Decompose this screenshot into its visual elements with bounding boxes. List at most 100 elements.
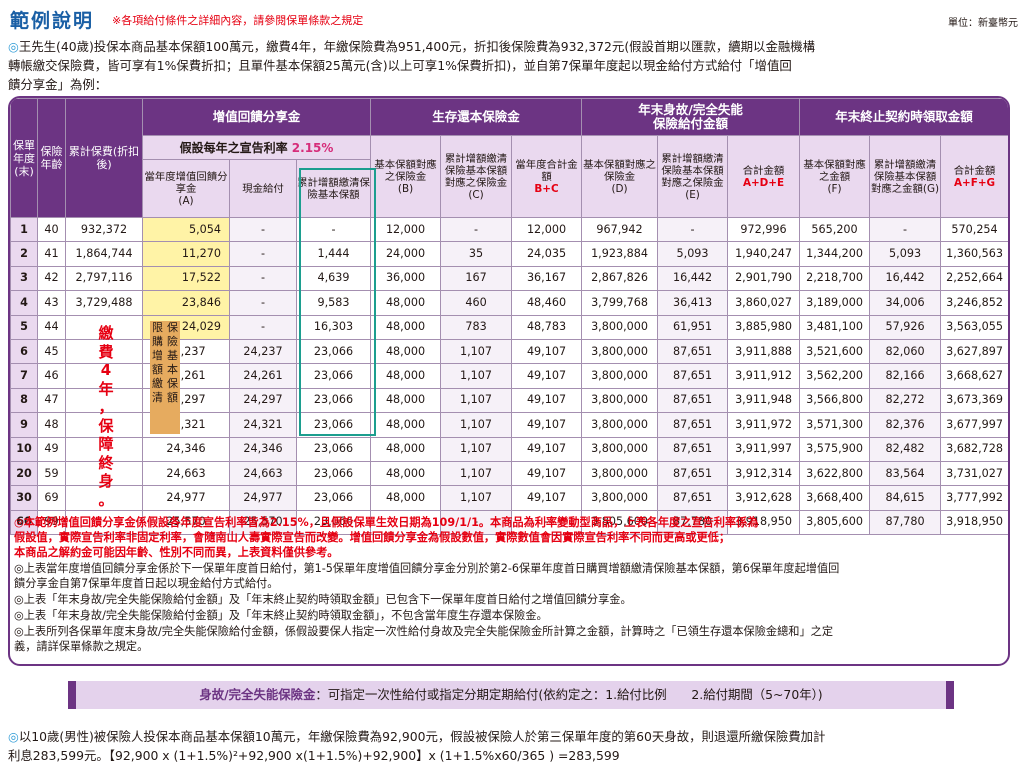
col-header-death-e: 累計增額繳清保險基本保額對應之保險金(E) <box>657 135 729 218</box>
cell-premium <box>65 460 143 487</box>
cell-year: 1 <box>10 216 38 243</box>
cell-ade: 3,911,972 <box>727 412 801 438</box>
cell-age: 59 <box>37 460 66 487</box>
note-1: ◎上表當年度增值回饋分享金係於下一保單年度首日給付，第1-5保單年度增值回饋分享… <box>14 562 840 590</box>
cell-b: 48,000 <box>370 387 442 414</box>
cell-a: 24,346 <box>142 436 230 462</box>
cell-bc: 48,460 <box>511 290 583 316</box>
limited-purchase-tag: 限購增額繳清 保險基本保額 <box>150 321 180 434</box>
table-row: 5 44 24,029-16,303 48,000 783 48,783 3,800,000… <box>10 314 1008 340</box>
cell-d: 3,800,000 <box>581 412 659 438</box>
cell-e: 87,651 <box>657 338 729 365</box>
cell-bc: 49,107 <box>511 460 583 487</box>
cell-c: 1,107 <box>440 436 513 462</box>
cell-accum: 23,066 <box>295 436 372 462</box>
cell-bc: 49,107 <box>511 436 583 462</box>
cell-year: 30 <box>10 485 38 511</box>
cell-d: 3,799,768 <box>581 290 659 316</box>
cell-year: 10 <box>10 436 38 462</box>
cell-f: 3,668,400 <box>799 485 871 511</box>
cell-d: 1,923,884 <box>581 241 659 267</box>
cell-year: 9 <box>10 412 38 438</box>
cell-age: 99 <box>37 509 66 536</box>
cell-ade: 3,911,948 <box>727 387 801 414</box>
group-header-death: 年末身故/完全失能 保險給付金額 <box>581 98 801 136</box>
cell-e: 87,651 <box>657 363 729 389</box>
cell-c: 1,107 <box>440 363 513 389</box>
cell-d: 2,867,826 <box>581 265 659 292</box>
payment-term-note: 繳費 4 年，保障終身。 <box>98 324 114 509</box>
cell-c: 1,107 <box>440 485 513 511</box>
cell-g: 34,006 <box>869 290 942 316</box>
col-header-surv-b: 基本保額對應之保險金 (B) <box>370 135 442 218</box>
table-row: 3 42 2,797,116 17,522-4,639 36,000 167 36,167 2… <box>10 265 1008 292</box>
cell-b: 48,000 <box>370 338 442 365</box>
col-header-premium: 累計保費(折扣後) <box>65 98 143 218</box>
bottom-line-2: 利息283,599元。【92,900 x (1+1.5%)²+92,900 x(… <box>8 748 620 763</box>
page-header: 範例說明 ※各項給付條件之詳細內容，請參閱保單條款之規定 單位：新臺幣元 <box>8 6 1018 32</box>
cell-afg: 3,668,627 <box>940 363 1008 389</box>
cell-e: 87,651 <box>657 460 729 487</box>
cell-cash: 25,570 <box>229 509 297 536</box>
cell-e: 5,093 <box>657 241 729 267</box>
table-row: 60 99 25,570 25,570 23,066- - -3,805,600 87,780… <box>10 509 1008 536</box>
cell-bc: 49,107 <box>511 338 583 365</box>
cell-accum: 23,066 <box>295 412 372 438</box>
cell-cash: 24,346 <box>229 436 297 462</box>
table-notes: ◎本範例增值回饋分享金係假設各年度宣告利率皆為2.15%，且假設保單生效日期為1… <box>14 515 1004 654</box>
cell-age: 45 <box>37 338 66 365</box>
table-row: 30 69 24,977 24,977 23,066 48,000 1,107 49,107 3… <box>10 485 1008 511</box>
cell-c: 1,107 <box>440 412 513 438</box>
col-header-cash: 現金給付 <box>229 159 297 218</box>
unit-label: 單位：新臺幣元 <box>948 18 1018 29</box>
cell-cash: 24,663 <box>229 460 297 487</box>
benefit-table: 保單年度(末) 保險年齡 累計保費(折扣後) 增值回饋分享金 生存還本保險金 年… <box>10 98 1008 536</box>
cell-g: 82,376 <box>869 412 942 438</box>
cell-d: 967,942 <box>581 216 659 243</box>
cell-e: 16,442 <box>657 265 729 292</box>
note-3: ◎上表「年末身故/完全失能保險給付金額」及「年末終止契約時領取金額」，不包含當年… <box>14 609 548 622</box>
cell-cash: - <box>229 241 297 267</box>
cell-premium: 2,797,116 <box>65 265 143 292</box>
table-row: 10 49 24,346 24,346 23,066 48,000 1,107 49,107 3… <box>10 436 1008 462</box>
cell-d: 3,800,000 <box>581 387 659 414</box>
cell-cash: 24,321 <box>229 412 297 438</box>
cell-premium: 1,864,744 <box>65 241 143 267</box>
cell-g: 16,442 <box>869 265 942 292</box>
cell-accum: 23,066 <box>295 338 372 365</box>
cell-ade: 1,940,247 <box>727 241 801 267</box>
cell-b: 48,000 <box>370 314 442 340</box>
cell-premium: 3,729,488 <box>65 290 143 316</box>
cell-age: 41 <box>37 241 66 267</box>
cell-c: 1,107 <box>440 338 513 365</box>
cell-f: 3,566,800 <box>799 387 871 414</box>
cell-afg: 3,627,897 <box>940 338 1008 365</box>
cell-afg: 570,254 <box>940 216 1008 243</box>
cell-bc: - <box>511 509 583 536</box>
cell-cash: 24,237 <box>229 338 297 365</box>
cell-g: 82,272 <box>869 387 942 414</box>
cell-accum: 1,444 <box>295 241 372 267</box>
cell-accum: 23,066 <box>295 387 372 414</box>
cell-age: 43 <box>37 290 66 316</box>
cell-premium <box>65 387 143 414</box>
col-header-cancel-f: 基本保額對應之金額 (F) <box>799 135 871 218</box>
cell-age: 44 <box>37 314 66 340</box>
cell-b: 48,000 <box>370 412 442 438</box>
cell-afg: 3,731,027 <box>940 460 1008 487</box>
cell-premium <box>65 436 143 462</box>
tag-text-right: 保險基本保額 <box>167 321 178 404</box>
cell-b: 12,000 <box>370 216 442 243</box>
cell-afg: 3,682,728 <box>940 436 1008 462</box>
cell-age: 46 <box>37 363 66 389</box>
cell-age: 40 <box>37 216 66 243</box>
cell-accum: 4,639 <box>295 265 372 292</box>
cell-d: 3,800,000 <box>581 338 659 365</box>
cell-e: 61,951 <box>657 314 729 340</box>
cell-accum: 23,066 <box>295 485 372 511</box>
cell-bc: 36,167 <box>511 265 583 292</box>
cell-d: 3,800,000 <box>581 363 659 389</box>
cell-afg: 3,673,369 <box>940 387 1008 414</box>
cell-premium <box>65 338 143 365</box>
cell-c: 35 <box>440 241 513 267</box>
